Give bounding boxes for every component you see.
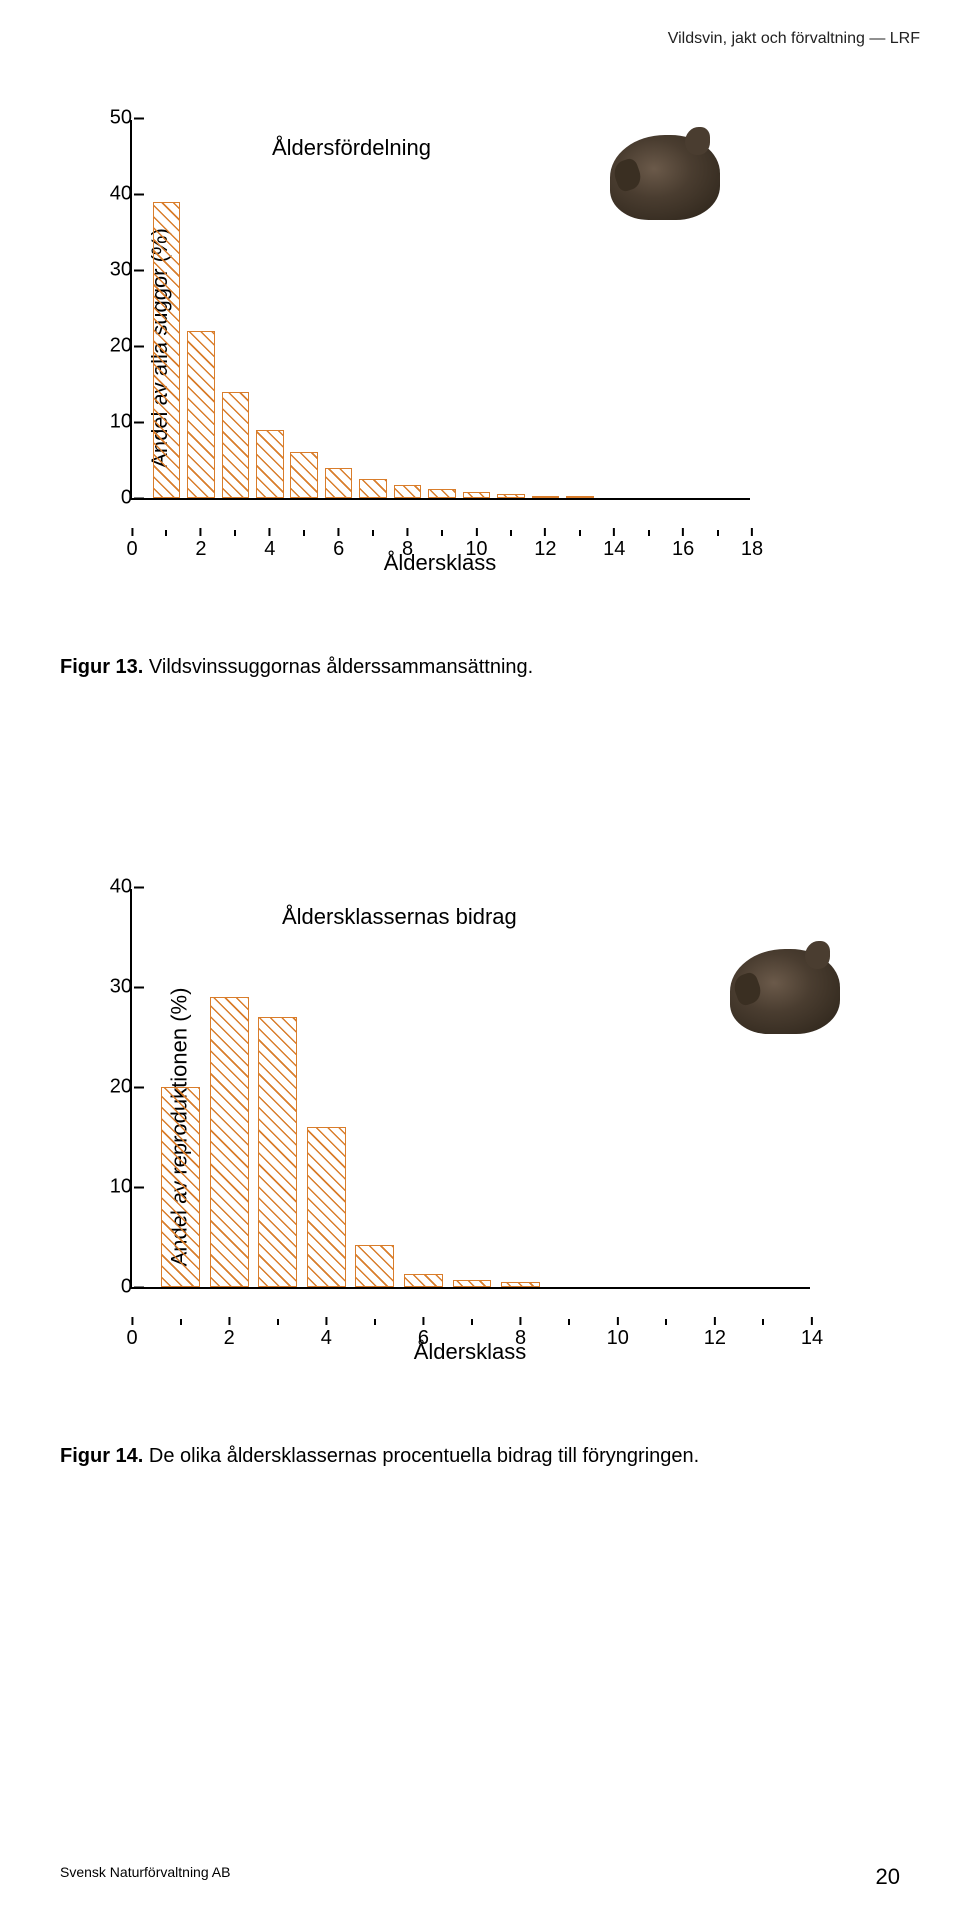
footer-page-number: 20 [876, 1864, 900, 1890]
chart-1-caption-bold: Figur 13. [60, 656, 143, 678]
x-tick: 6 [418, 1327, 429, 1350]
bar [187, 331, 215, 498]
x-tick: 10 [465, 538, 487, 561]
y-tick: 40 [77, 183, 132, 206]
chart-1-plot-wrapper: Åldersfördelning 01020304050 02468101214… [130, 120, 750, 576]
chart-1-x-label: Åldersklass [130, 550, 750, 576]
y-tick: 30 [77, 259, 132, 282]
x-tick-minor [648, 530, 650, 536]
x-tick: 0 [126, 538, 137, 561]
bar [428, 489, 456, 498]
chart-2-caption-text: De olika åldersklassernas procentuella b… [143, 1445, 699, 1467]
chart-1-caption: Figur 13. Vildsvinssuggornas ålderssamma… [60, 656, 900, 679]
y-tick: 20 [77, 335, 132, 358]
bar [497, 494, 525, 498]
x-tick-minor [471, 1319, 473, 1325]
chart-1-block: Andel av alla suggor (%) Åldersfördelnin… [60, 120, 900, 679]
x-tick-minor [762, 1319, 764, 1325]
x-tick: 4 [264, 538, 275, 561]
bar [359, 479, 387, 498]
x-tick: 12 [534, 538, 556, 561]
x-tick-minor [568, 1319, 570, 1325]
bar [161, 1087, 200, 1287]
x-tick-minor [180, 1319, 182, 1325]
y-tick: 10 [77, 411, 132, 434]
x-tick-minor [579, 530, 581, 536]
chart-1-bars [132, 120, 750, 498]
bar [532, 496, 560, 498]
bar [453, 1280, 492, 1287]
y-tick: 10 [77, 1176, 132, 1199]
chart-2-container: Andel av reproduktionen (%) Åldersklasse… [60, 889, 900, 1365]
bar [290, 452, 318, 498]
x-tick: 18 [741, 538, 763, 561]
x-tick-minor [277, 1319, 279, 1325]
bar [355, 1245, 394, 1287]
chart-1-caption-text: Vildsvinssuggornas ålderssammansättning. [143, 656, 533, 678]
x-tick: 12 [704, 1327, 726, 1350]
chart-1-plot-area: Åldersfördelning 01020304050 02468101214… [130, 120, 750, 500]
x-tick: 0 [126, 1327, 137, 1350]
chart-2-bars [132, 889, 810, 1287]
y-tick: 0 [77, 1276, 132, 1299]
x-tick-minor [510, 530, 512, 536]
x-tick: 16 [672, 538, 694, 561]
bar [394, 485, 422, 498]
y-tick: 0 [77, 487, 132, 510]
bar [153, 202, 181, 498]
page-footer: Svensk Naturförvaltning AB 20 [60, 1864, 900, 1890]
footer-company: Svensk Naturförvaltning AB [60, 1864, 230, 1890]
chart-2-caption: Figur 14. De olika åldersklassernas proc… [60, 1445, 900, 1468]
x-tick: 4 [321, 1327, 332, 1350]
chart-2-block: Andel av reproduktionen (%) Åldersklasse… [60, 889, 900, 1468]
x-tick-minor [665, 1319, 667, 1325]
x-tick-minor [372, 530, 374, 536]
y-tick: 20 [77, 1076, 132, 1099]
x-tick: 14 [603, 538, 625, 561]
x-tick-minor [717, 530, 719, 536]
x-tick: 8 [515, 1327, 526, 1350]
y-tick: 40 [77, 876, 132, 899]
x-tick: 14 [801, 1327, 823, 1350]
x-tick-minor [234, 530, 236, 536]
x-tick-minor [441, 530, 443, 536]
x-tick: 8 [402, 538, 413, 561]
bar [501, 1282, 540, 1287]
chart-2-caption-bold: Figur 14. [60, 1445, 143, 1467]
x-tick-minor [303, 530, 305, 536]
bar [404, 1274, 443, 1287]
y-tick: 30 [77, 976, 132, 999]
bar [566, 496, 594, 498]
chart-2-plot-wrapper: Åldersklassernas bidrag 010203040 024681… [130, 889, 810, 1365]
page-header-text: Vildsvin, jakt och förvaltning — LRF [668, 30, 920, 48]
bar [210, 997, 249, 1287]
x-tick: 2 [195, 538, 206, 561]
x-tick: 2 [224, 1327, 235, 1350]
x-tick-minor [165, 530, 167, 536]
chart-2-plot-area: Åldersklassernas bidrag 010203040 024681… [130, 889, 810, 1289]
chart-1-container: Andel av alla suggor (%) Åldersfördelnin… [60, 120, 900, 576]
bar [463, 492, 491, 498]
bar [325, 468, 353, 498]
x-tick: 6 [333, 538, 344, 561]
bar [307, 1127, 346, 1287]
bar [258, 1017, 297, 1287]
x-tick-minor [374, 1319, 376, 1325]
x-tick: 10 [607, 1327, 629, 1350]
y-tick: 50 [77, 107, 132, 130]
bar [256, 430, 284, 498]
bar [222, 392, 250, 498]
